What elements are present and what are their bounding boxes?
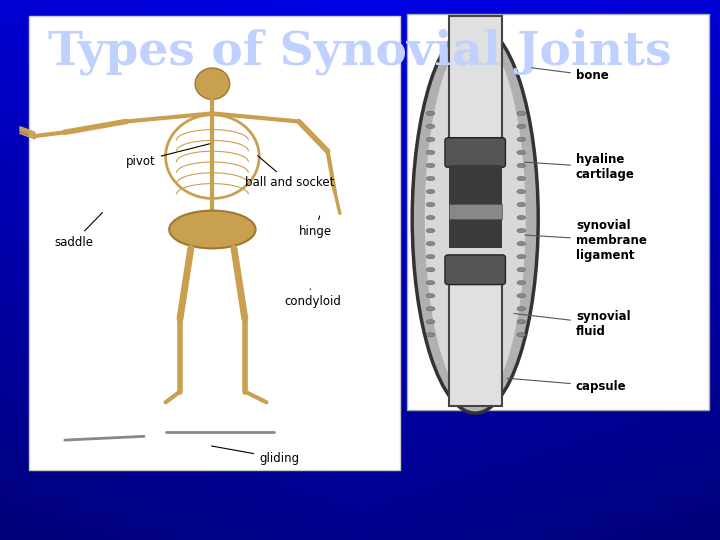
Ellipse shape <box>426 228 435 233</box>
Ellipse shape <box>426 294 435 298</box>
Ellipse shape <box>517 150 526 154</box>
Text: condyloid: condyloid <box>284 289 341 308</box>
Ellipse shape <box>426 137 435 141</box>
Ellipse shape <box>426 124 435 129</box>
Ellipse shape <box>426 281 435 285</box>
Text: hinge: hinge <box>299 216 332 238</box>
Ellipse shape <box>426 163 435 167</box>
FancyBboxPatch shape <box>445 138 505 167</box>
Text: Types of Synovial Joints: Types of Synovial Joints <box>48 28 672 75</box>
Ellipse shape <box>517 111 526 116</box>
Ellipse shape <box>517 190 526 194</box>
Ellipse shape <box>517 202 526 207</box>
Ellipse shape <box>426 333 435 337</box>
Text: synovial
membrane
ligament: synovial membrane ligament <box>525 219 647 262</box>
Ellipse shape <box>426 111 435 116</box>
FancyBboxPatch shape <box>445 255 505 285</box>
Ellipse shape <box>517 215 526 220</box>
Ellipse shape <box>426 190 435 194</box>
Ellipse shape <box>517 177 526 181</box>
FancyBboxPatch shape <box>449 204 502 219</box>
Ellipse shape <box>425 35 526 402</box>
Ellipse shape <box>517 254 526 259</box>
Ellipse shape <box>517 320 526 324</box>
Ellipse shape <box>517 137 526 141</box>
Text: synovial
fluid: synovial fluid <box>514 310 631 338</box>
Ellipse shape <box>413 24 539 413</box>
FancyBboxPatch shape <box>407 14 709 410</box>
Ellipse shape <box>517 228 526 233</box>
Text: hyaline
cartilage: hyaline cartilage <box>525 153 635 181</box>
Ellipse shape <box>195 68 230 99</box>
Ellipse shape <box>426 241 435 246</box>
Ellipse shape <box>426 202 435 207</box>
Ellipse shape <box>517 241 526 246</box>
Text: ball and socket: ball and socket <box>245 156 334 190</box>
Ellipse shape <box>517 281 526 285</box>
Text: bone: bone <box>532 68 608 82</box>
Ellipse shape <box>426 307 435 311</box>
FancyBboxPatch shape <box>29 16 400 470</box>
Text: capsule: capsule <box>507 378 626 393</box>
FancyBboxPatch shape <box>449 279 502 406</box>
FancyBboxPatch shape <box>449 165 502 248</box>
Ellipse shape <box>426 215 435 220</box>
Ellipse shape <box>517 124 526 129</box>
Ellipse shape <box>517 267 526 272</box>
Ellipse shape <box>517 163 526 167</box>
Ellipse shape <box>426 150 435 154</box>
Ellipse shape <box>426 320 435 324</box>
Text: gliding: gliding <box>212 446 300 465</box>
FancyBboxPatch shape <box>449 16 502 143</box>
Ellipse shape <box>517 294 526 298</box>
Ellipse shape <box>426 267 435 272</box>
Text: pivot: pivot <box>126 144 210 168</box>
Ellipse shape <box>169 211 256 248</box>
Ellipse shape <box>426 254 435 259</box>
Text: saddle: saddle <box>54 213 102 249</box>
Ellipse shape <box>426 177 435 181</box>
Ellipse shape <box>517 333 526 337</box>
Ellipse shape <box>517 307 526 311</box>
